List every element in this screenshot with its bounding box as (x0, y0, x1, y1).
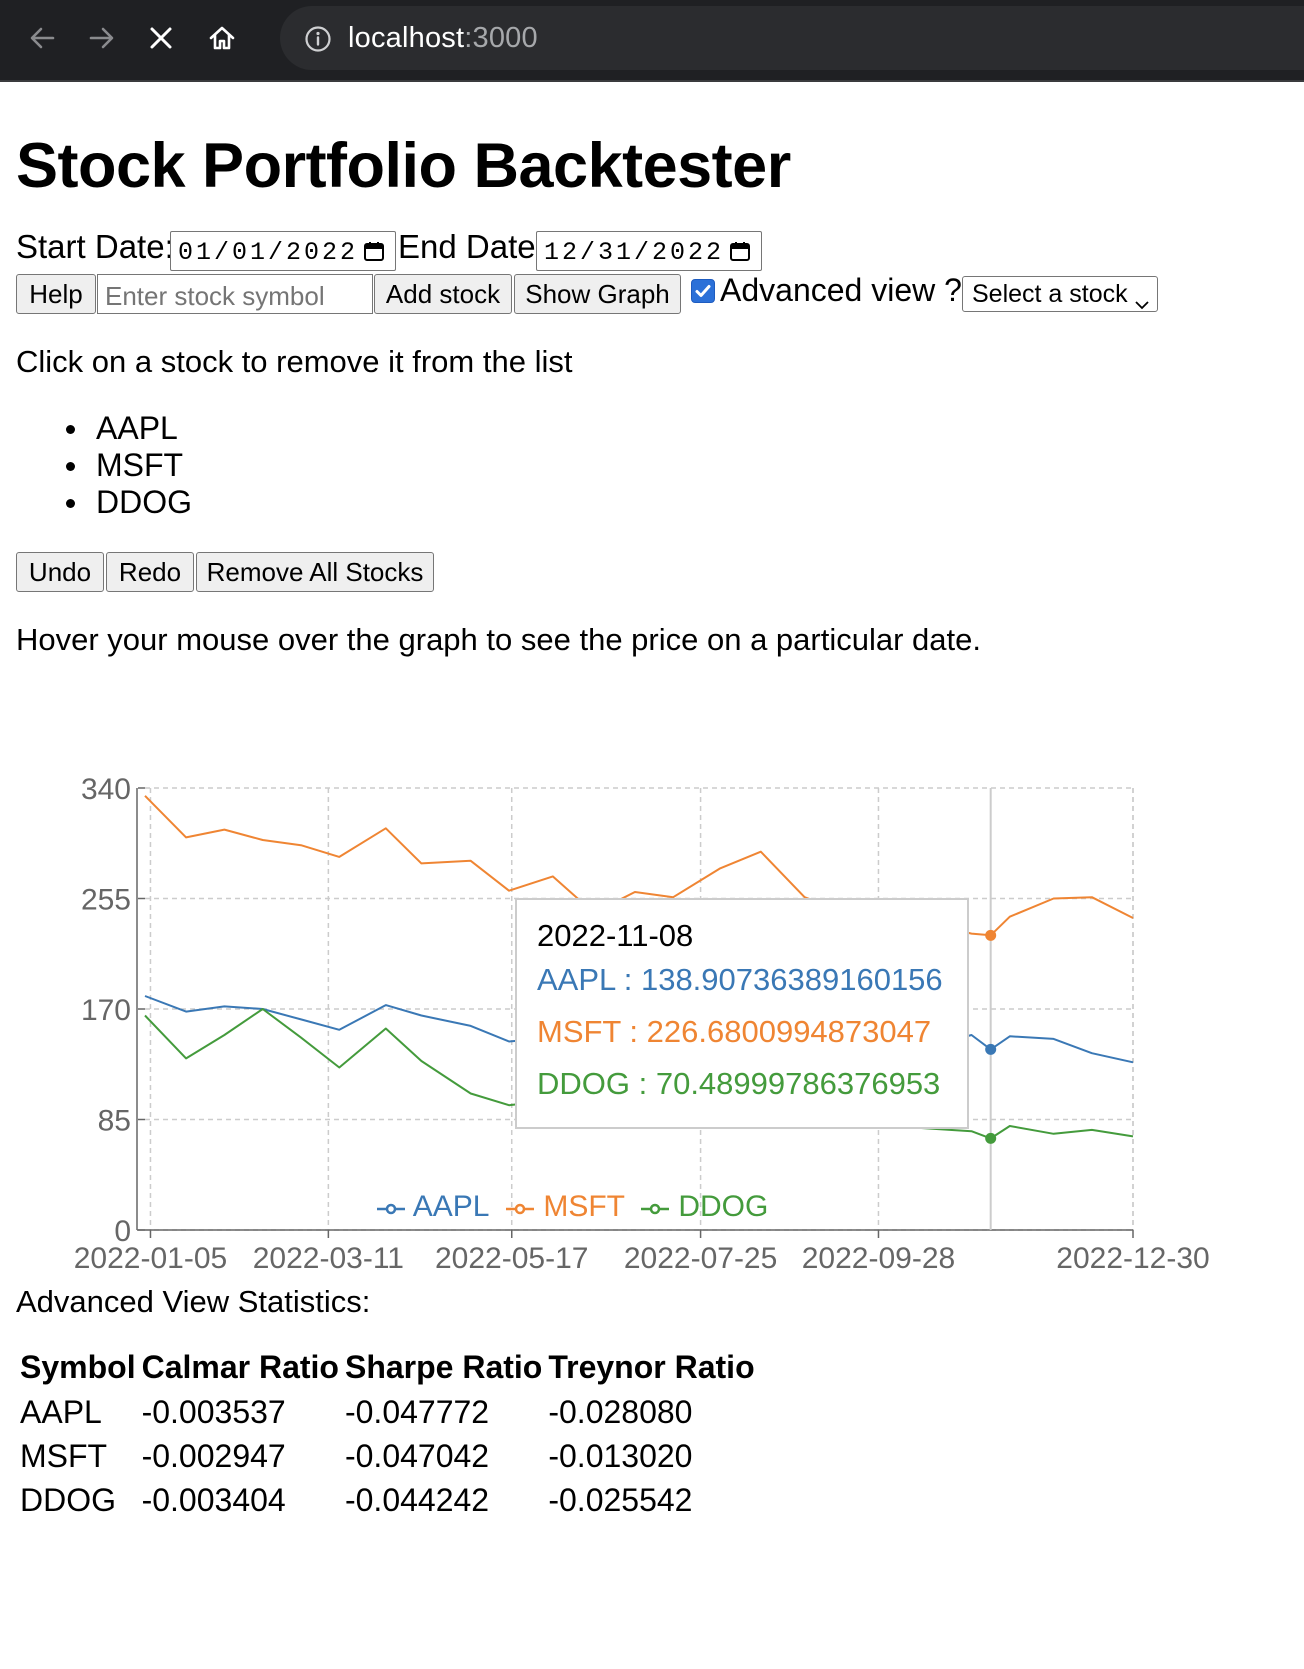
table-cell: -0.044242 (344, 1481, 490, 1518)
column-header: Treynor Ratio (548, 1348, 755, 1385)
column-header: Calmar Ratio (141, 1348, 339, 1385)
stock-symbol-input[interactable]: Enter stock symbol (97, 274, 373, 314)
table-row: MSFT -0.002947 -0.047042 -0.013020 (16, 1434, 757, 1478)
start-date-label: Start Date: (16, 228, 174, 265)
address-url: localhost:3000 (348, 22, 538, 55)
end-date-label: End Date: (398, 228, 545, 265)
tooltip-msft: MSFT : 226.6800994873047 (537, 1014, 932, 1049)
legend-label-aapl: AAPL (412, 1190, 490, 1223)
hover-dot-aapl (985, 1043, 997, 1055)
browser-toolbar: localhost:3000 (0, 0, 1304, 82)
y-tick-label: 85 (98, 1105, 131, 1138)
end-date-input[interactable]: 12/31/2022 (536, 231, 762, 271)
chart-tooltip: 2022-11-08 AAPL : 138.90736389160156 MSF… (515, 898, 969, 1129)
page-title: Stock Portfolio Backtester (16, 131, 791, 201)
tooltip-ddog: DDOG : 70.48999786376953 (537, 1066, 941, 1101)
column-header: Sharpe Ratio (344, 1348, 543, 1385)
show-graph-button[interactable]: Show Graph (514, 274, 681, 314)
url-host: localhost (348, 22, 465, 54)
start-date-value: 01/01/2022 (178, 238, 359, 267)
table-cell: -0.003537 (141, 1393, 286, 1430)
start-date-input[interactable]: 01/01/2022 (170, 231, 396, 271)
hover-dot-msft (985, 929, 997, 941)
x-tick-label: 2022-03-11 (253, 1242, 404, 1272)
table-cell: -0.002947 (141, 1437, 286, 1474)
table-cell: -0.003404 (141, 1481, 286, 1518)
select-stock-dropdown[interactable]: Select a stock (962, 276, 1158, 312)
table-header-row: Symbol Calmar Ratio Sharpe Ratio Treynor… (16, 1344, 757, 1390)
table-cell: -0.047772 (344, 1393, 490, 1430)
stock-list: AAPL MSFT DDOG (66, 410, 192, 521)
legend-line-icon (506, 1203, 534, 1215)
table-cell: -0.025542 (548, 1481, 693, 1518)
home-icon[interactable] (204, 20, 240, 56)
table-cell: -0.028080 (548, 1393, 693, 1430)
back-icon[interactable] (24, 20, 60, 56)
table-cell: AAPL (20, 1393, 102, 1430)
advanced-view-checkbox[interactable] (691, 279, 715, 303)
add-stock-button[interactable]: Add stock (374, 274, 512, 314)
stock-list-item-msft[interactable]: MSFT (66, 447, 192, 484)
calendar-icon[interactable] (363, 240, 385, 270)
remove-all-stocks-button[interactable]: Remove All Stocks (196, 552, 434, 592)
tooltip-date: 2022-11-08 (537, 918, 694, 953)
chevron-down-icon (1135, 288, 1149, 317)
end-date-value: 12/31/2022 (544, 238, 725, 267)
y-tick-label: 255 (81, 884, 131, 917)
x-tick-label: 2022-05-17 (435, 1242, 588, 1272)
table-cell: -0.047042 (344, 1437, 490, 1474)
legend-item-msft[interactable]: MSFT (505, 1190, 625, 1224)
column-header: Symbol (20, 1348, 136, 1385)
stock-list-item-aapl[interactable]: AAPL (66, 410, 192, 447)
y-tick-label: 0 (114, 1215, 131, 1248)
stats-heading: Advanced View Statistics: (16, 1284, 371, 1319)
select-stock-value: Select a stock (972, 280, 1128, 308)
legend-line-icon (377, 1203, 405, 1215)
hover-dot-ddog (985, 1132, 997, 1144)
tooltip-aapl: AAPL : 138.90736389160156 (537, 962, 943, 997)
forward-icon[interactable] (84, 20, 120, 56)
table-cell: -0.013020 (548, 1437, 693, 1474)
address-bar[interactable]: localhost:3000 (280, 6, 1304, 70)
legend-line-icon (641, 1203, 669, 1215)
legend-label-msft: MSFT (543, 1190, 625, 1223)
x-tick-label: 2022-09-28 (802, 1242, 955, 1272)
advanced-view-label: Advanced view ? (720, 272, 962, 308)
calendar-icon[interactable] (729, 240, 751, 270)
stats-table: Symbol Calmar Ratio Sharpe Ratio Treynor… (16, 1344, 757, 1522)
remove-hint: Click on a stock to remove it from the l… (16, 344, 573, 379)
legend-item-ddog[interactable]: DDOG (640, 1190, 768, 1224)
x-tick-label: 2022-07-25 (624, 1242, 777, 1272)
url-port: :3000 (464, 22, 538, 54)
stock-list-item-ddog[interactable]: DDOG (66, 484, 192, 521)
info-icon[interactable] (304, 25, 332, 58)
help-button[interactable]: Help (16, 274, 96, 314)
table-row: DDOG -0.003404 -0.044242 -0.025542 (16, 1478, 757, 1522)
table-cell: DDOG (20, 1481, 116, 1518)
price-chart[interactable]: 0 85 170 255 340 2022-01-05 2022-03-11 2022-05-… (0, 682, 1304, 1272)
redo-button[interactable]: Redo (106, 552, 194, 592)
legend-label-ddog: DDOG (678, 1190, 769, 1223)
y-tick-label: 340 (81, 773, 131, 806)
checkmark-icon (695, 285, 711, 297)
table-row: AAPL -0.003537 -0.047772 -0.028080 (16, 1390, 757, 1434)
table-cell: MSFT (20, 1437, 108, 1474)
legend-item-aapl[interactable]: AAPL (376, 1190, 489, 1224)
x-tick-label: 2022-01-05 (74, 1242, 227, 1272)
x-tick-label: 2022-12-30 (1056, 1242, 1209, 1272)
undo-button[interactable]: Undo (16, 552, 104, 592)
stop-icon[interactable] (143, 20, 179, 56)
y-tick-label: 170 (81, 994, 131, 1027)
hover-hint: Hover your mouse over the graph to see t… (16, 622, 981, 657)
